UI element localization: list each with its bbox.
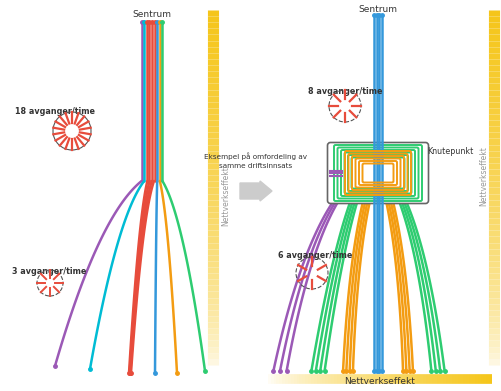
Text: Sentrum: Sentrum — [132, 10, 171, 19]
Text: Knutepunkt: Knutepunkt — [427, 147, 474, 156]
Text: 8 avganger/time: 8 avganger/time — [308, 86, 382, 95]
FancyArrow shape — [240, 181, 272, 201]
Text: 18 avganger/time: 18 avganger/time — [15, 106, 95, 115]
Text: Eksempel på omfordeling av
samme driftsinnsats: Eksempel på omfordeling av samme driftsi… — [204, 153, 308, 169]
FancyBboxPatch shape — [328, 142, 428, 203]
Text: 3 avganger/time: 3 avganger/time — [12, 267, 86, 276]
Text: Sentrum: Sentrum — [359, 5, 397, 14]
Text: Nettverkseffekt: Nettverkseffekt — [221, 166, 230, 226]
Text: Nettverkseffekt: Nettverkseffekt — [479, 146, 488, 206]
Text: 6 avganger/time: 6 avganger/time — [278, 251, 352, 260]
Text: Nettverkseffekt: Nettverkseffekt — [345, 377, 415, 386]
